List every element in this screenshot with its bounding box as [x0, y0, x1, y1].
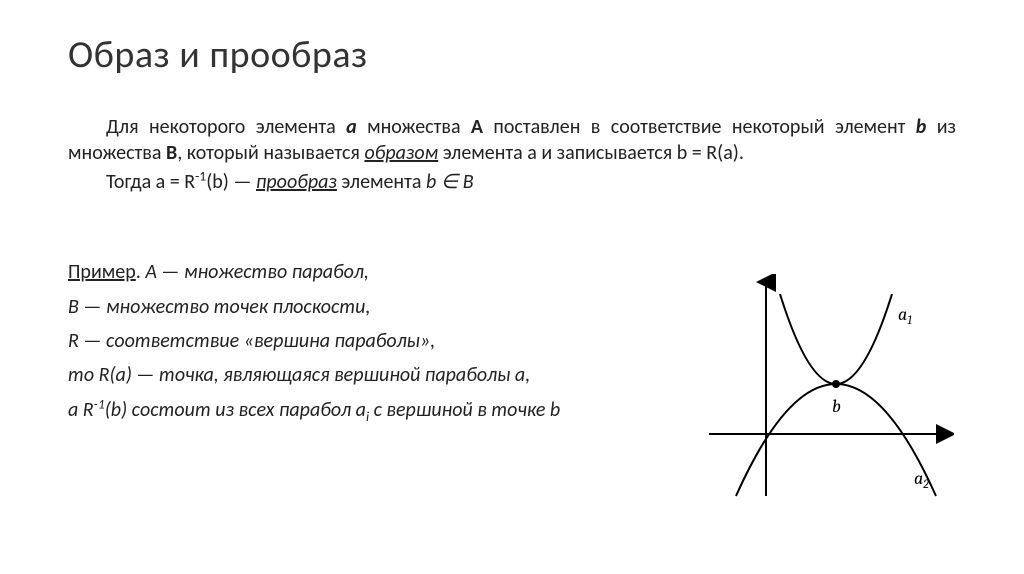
example-label: Пример — [68, 260, 136, 284]
text: а R — [68, 398, 94, 422]
label-b: b — [832, 396, 841, 417]
var-a: a — [346, 115, 357, 139]
page-title: Образ и прообраз — [68, 32, 956, 78]
math-expr: b ∈ B — [426, 170, 474, 194]
example-line-3: R — соответствие «вершина параболы», — [68, 328, 628, 354]
text: (b) — — [206, 170, 256, 194]
text: Для некоторого элемента — [106, 115, 346, 139]
text: множества — [357, 115, 471, 139]
vertex-point — [832, 380, 840, 388]
text: A — множество парабол, — [141, 260, 369, 284]
text: поставлен в соответствие некоторый элеме… — [483, 115, 916, 139]
text: элемента a и записывается b = R(a). — [438, 141, 744, 165]
set-A: A — [471, 115, 483, 139]
text: элемента — [337, 170, 426, 194]
diagram-svg: a1 a2 b — [706, 274, 954, 506]
set-B: B — [166, 141, 177, 165]
superscript: -1 — [195, 167, 206, 184]
example-block: Пример. A — множество парабол, B — множе… — [68, 259, 628, 423]
example-line-2: B — множество точек плоскости, — [68, 294, 628, 320]
parabola-diagram: a1 a2 b — [706, 274, 954, 506]
text: , который называется — [177, 141, 364, 165]
example-line-5: а R-1(b) состоит из всех парабол ai c ве… — [68, 397, 628, 423]
slide: Образ и прообраз Для некоторого элемента… — [0, 0, 1024, 574]
label-a1: a1 — [898, 304, 912, 327]
superscript: -1 — [94, 395, 105, 412]
term-preimage: прообраз — [256, 170, 337, 194]
text: c вершиной в точке b — [369, 398, 560, 422]
preimage-paragraph: Тогда a = R-1(b) — прообраз элемента b ∈… — [68, 169, 956, 195]
definition-paragraph: Для некоторого элемента a множества A по… — [68, 114, 956, 167]
parabola-a1 — [780, 294, 892, 384]
example-line-4: то R(a) — точка, являющаяся вершиной пар… — [68, 362, 628, 388]
term-image: образом — [364, 141, 438, 165]
example-line-1: Пример. A — множество парабол, — [68, 259, 628, 285]
label-a2: a2 — [914, 468, 929, 491]
text: Тогда a = R — [106, 170, 195, 194]
text: (b) состоит из всех парабол a — [105, 398, 366, 422]
var-b: b — [916, 115, 927, 139]
